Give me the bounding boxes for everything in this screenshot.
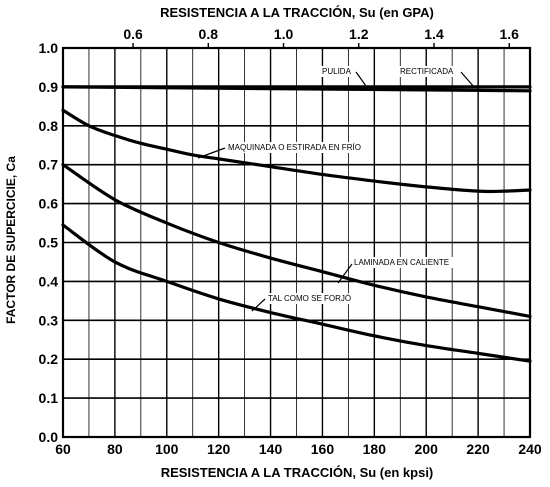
series-maquinada [61,108,532,194]
annotation-leader [251,298,266,312]
annotation-maquinada: MAQUINADA O ESTIRADA EN FRÍO [228,143,361,152]
y-tick-label: 0.8 [39,118,59,134]
x-tick-label: 200 [415,441,439,457]
annotation-leader [355,71,367,87]
grid [62,47,531,438]
annotation-leader [460,71,475,88]
annotation-rectificada: RECTIFICADA [400,67,454,76]
x-axis-label: RESISTENCIA A LA TRACCIÓN, Su (en kpsi) [161,465,434,480]
annotation-forjada: TAL COMO SE FORJÓ [268,294,351,303]
annotation-bg [397,66,458,77]
x-tick-label: 120 [207,441,231,457]
y-axis-label: FACTOR DE SUPERCICIE, Ca [4,156,18,324]
plot-border [61,46,532,439]
annotation-leader [337,263,353,284]
x-tick-label: 180 [363,441,387,457]
y-tick-label: 0.0 [39,429,59,445]
annotation-bg [351,257,457,268]
x2-tick-label: 0.8 [199,26,219,42]
x2-tick-label: 0.6 [123,26,143,42]
series-lines [61,85,532,363]
x-tick-label: 80 [107,441,123,457]
annotation-bg [319,66,355,77]
x-tick-label: 140 [259,441,283,457]
y-tick-label: 0.4 [39,273,59,289]
plot-frame [61,46,532,439]
y-tick-label: 0.6 [39,196,59,212]
x2-tick-label: 1.6 [500,26,520,42]
x-tick-label: 240 [518,441,542,457]
y-tick-label: 0.7 [39,157,59,173]
annotation-laminada: LAMINADA EN CALIENTE [354,258,449,267]
y-tick-label: 0.3 [39,312,59,328]
annotation-bg [265,293,356,304]
x-tick-label: 60 [55,441,71,457]
tick-labels: 0.0 0.1 0.2 0.3 0.4 0.5 0.6 0.7 0.8 0.9 1.0 60 80 100… [39,26,542,457]
series-rectificada [61,85,532,93]
y-tick-label: 0.9 [39,79,59,95]
series-laminada [61,163,532,319]
annotation-pulida: PULIDA [322,67,352,76]
x-tick-label: 160 [311,441,335,457]
annotations: PULIDA RECTIFICADA MAQUINADA O ESTIRADA EN… [197,66,475,312]
annotation-bg [225,142,371,153]
x2-tick-label: 1.4 [424,26,444,42]
x-tick-label: 100 [155,441,179,457]
y-tick-label: 0.2 [39,351,59,367]
x2-tick-label: 1.2 [349,26,369,42]
series-forjada [61,223,532,363]
x2-axis-label: RESISTENCIA A LA TRACCIÓN, Su (en GPA) [160,5,434,20]
x-tick-label: 220 [466,441,490,457]
x2-tick-label: 1.0 [274,26,294,42]
y-tick-label: 0.1 [39,390,59,406]
y-tick-label: 1.0 [39,40,59,56]
annotation-leader [197,147,226,159]
y-tick-label: 0.5 [39,235,59,251]
